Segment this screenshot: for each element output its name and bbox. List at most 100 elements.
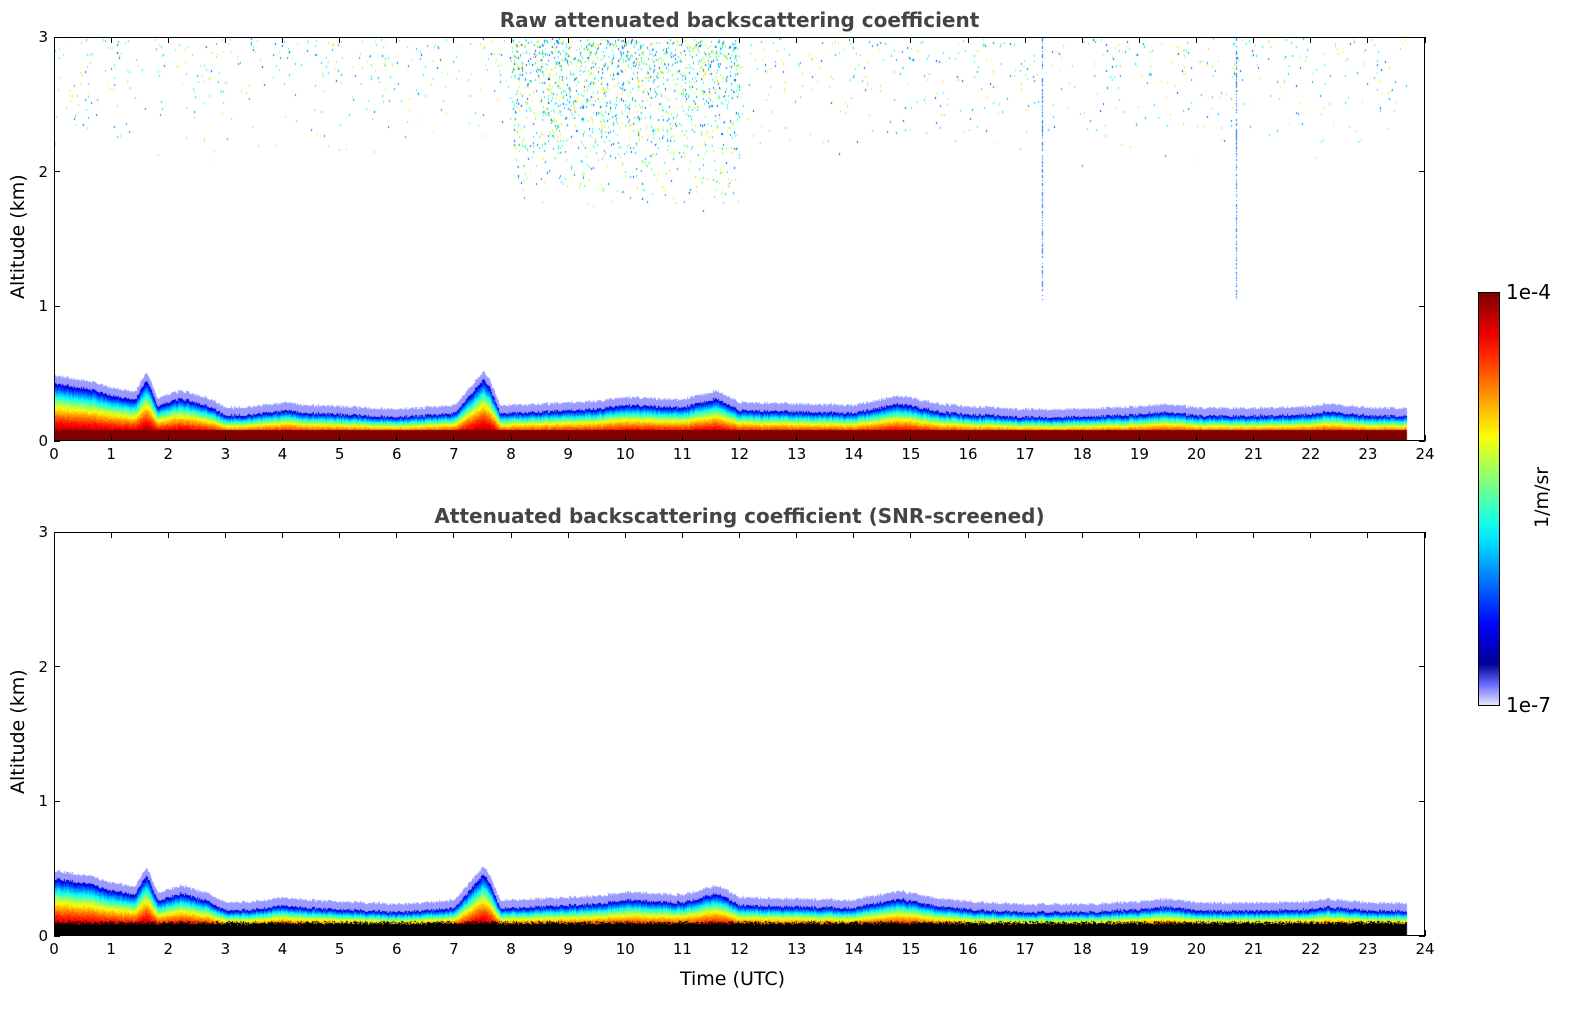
top-y-axis-label: Altitude (km) [7,174,29,299]
bottom-x-tick-top [453,532,455,538]
top-x-tick-top [453,37,455,43]
bottom-y-tick [54,666,60,668]
bottom-x-tick-label: 20 [1186,940,1207,958]
bottom-y-tick-label: 3 [38,523,48,541]
top-x-tick [967,435,969,441]
top-x-tick-top [53,37,55,43]
top-x-tick-top [567,37,569,43]
bottom-y-tick-label: 2 [38,657,48,676]
top-x-tick-top [1424,37,1426,43]
bottom-x-tick-label: 2 [163,940,174,958]
bottom-x-tick [339,930,341,936]
top-x-tick [853,435,855,441]
bottom-x-tick-label: 14 [844,940,864,958]
top-x-tick-top [853,37,855,43]
top-x-tick-top [1138,37,1140,43]
top-x-tick-label: 18 [1072,445,1092,463]
bottom-x-tick-label: 10 [615,940,635,958]
bottom-x-tick-label: 19 [1129,940,1149,958]
top-y-tick-label: 0 [38,432,48,450]
bottom-x-tick [53,930,55,936]
bottom-x-tick-label: 7 [449,940,459,958]
bottom-x-tick-top [224,532,226,538]
top-x-tick-top [1024,37,1026,43]
bottom-x-tick-top [396,532,398,538]
bottom-x-tick-top [739,532,740,538]
bottom-x-tick-top [853,532,855,538]
bottom-x-tick-label: 8 [506,940,516,958]
bottom-x-tick [110,930,112,936]
top-x-tick [339,435,341,441]
colorbar [1478,292,1500,706]
bottom-x-tick-label: 17 [1015,940,1035,958]
top-y-tick [54,171,60,173]
top-x-tick-label: 7 [449,445,459,463]
top-x-tick-label: 9 [563,445,573,463]
top-x-tick-top [1367,37,1369,43]
bottom-x-tick [910,930,912,936]
top-x-tick [224,435,226,441]
bottom-x-tick [1081,930,1083,936]
bottom-x-tick-top [1081,532,1083,538]
bottom-x-tick-label: 12 [729,940,750,958]
bottom-x-tick-label: 3 [220,940,231,958]
top-x-tick-label: 12 [729,445,750,463]
top-x-tick-label: 11 [672,445,692,463]
top-x-tick-top [739,37,740,43]
bottom-x-tick [681,930,683,936]
bottom-x-tick-top [796,532,798,538]
bottom-x-tick-top [1024,532,1026,538]
top-x-tick-top [1253,37,1255,43]
bottom-x-tick-top [624,532,626,538]
top-x-tick-label: 4 [277,445,288,463]
top-x-tick-top [224,37,226,43]
top-x-tick [1024,435,1026,441]
top-x-tick-top [1310,37,1312,43]
bottom-x-tick [796,930,798,936]
top-x-tick-label: 16 [958,445,978,463]
top-x-tick [1196,435,1197,441]
bottom-y-tick-right [1419,935,1425,937]
bottom-y-tick-right [1419,800,1425,802]
bottom-heatmap [55,533,1424,935]
top-x-tick [910,435,912,441]
bottom-y-tick-right [1419,666,1425,668]
bottom-x-tick-top [510,532,512,538]
bottom-x-tick-label: 16 [958,940,978,958]
top-x-tick-label: 0 [49,445,59,463]
bottom-x-tick-label: 6 [391,940,402,958]
top-x-tick [1253,435,1255,441]
bottom-x-tick-top [910,532,912,538]
x-axis-label: Time (UTC) [680,968,786,990]
top-x-tick-label: 2 [163,445,174,463]
bottom-x-tick-label: 9 [563,940,573,958]
bottom-x-tick-top [110,532,112,538]
top-x-tick [396,435,398,441]
bottom-y-tick-label: 1 [38,792,48,811]
top-x-tick [282,435,283,441]
top-x-tick-top [1081,37,1083,43]
bottom-x-tick [224,930,226,936]
top-heatmap [55,38,1424,440]
top-y-tick-label: 2 [38,162,48,181]
top-x-tick [453,435,455,441]
bottom-x-tick-label: 13 [787,940,807,958]
top-y-tick-label: 3 [38,28,48,46]
bottom-x-tick [1424,930,1426,936]
top-x-tick-top [167,37,169,43]
bottom-x-tick [967,930,969,936]
bottom-x-tick-label: 23 [1358,940,1378,958]
bottom-x-tick [624,930,626,936]
bottom-y-axis-label: Altitude (km) [7,669,29,794]
top-x-tick-top [1196,37,1197,43]
top-x-tick-label: 15 [901,445,921,463]
top-y-tick-right [1419,305,1425,307]
bottom-x-tick-top [1196,532,1197,538]
bottom-x-tick-label: 4 [277,940,288,958]
bottom-y-tick-label: 0 [38,927,48,945]
bottom-x-tick [853,930,855,936]
bottom-y-tick [54,935,60,937]
top-x-tick [1138,435,1140,441]
top-x-tick-label: 3 [220,445,231,463]
top-plot-title: Raw attenuated backscattering coefficien… [499,8,980,32]
